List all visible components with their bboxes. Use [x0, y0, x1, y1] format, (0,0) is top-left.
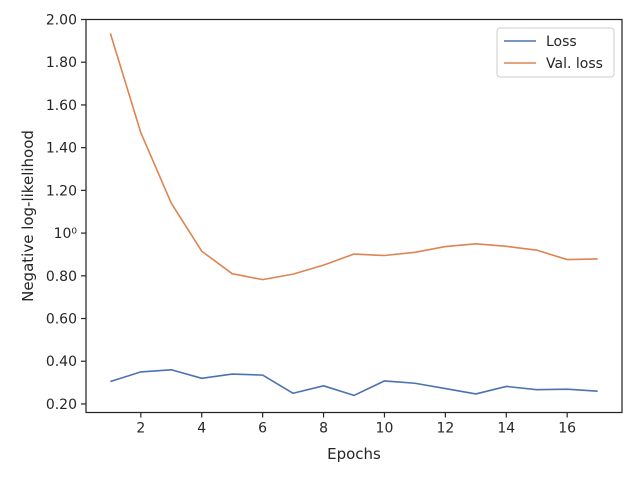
legend-label-loss: Loss [546, 34, 577, 50]
y-axis-label: Negative log-likelihood [19, 130, 37, 302]
y-tick-label: 0.80 [46, 269, 77, 285]
x-axis-label: Epochs [327, 445, 381, 463]
y-tick-label: 0.40 [46, 354, 77, 370]
plot-area [109, 33, 598, 397]
x-tick-label: 6 [258, 421, 267, 437]
y-tick-label: 1.20 [46, 183, 77, 199]
y-tick-label: 1.80 [46, 55, 77, 71]
y-tick-label: 0.60 [46, 312, 77, 328]
plot-frame [85, 18, 623, 414]
x-tick-label: 8 [319, 421, 328, 437]
legend: Loss Val. loss [496, 27, 615, 78]
x-axis: 2 4 6 8 10 12 14 16 [136, 412, 576, 437]
y-tick-label: 10⁰ [54, 226, 78, 242]
x-tick-label: 4 [197, 421, 206, 437]
series-line-val-loss [109, 33, 598, 281]
x-tick-label: 10 [376, 421, 394, 437]
series-line-loss [110, 368, 598, 397]
y-tick-label: 1.60 [46, 98, 77, 114]
y-tick-label: 0.20 [46, 397, 77, 413]
y-axis: 0.20 0.40 0.60 0.80 10⁰ 1.20 1.40 1.60 1.80 2.00 [46, 13, 86, 413]
y-tick-label: 1.40 [46, 141, 77, 157]
x-tick-label: 12 [436, 421, 454, 437]
legend-label-val-loss: Val. loss [546, 56, 603, 72]
x-tick-label: 2 [136, 421, 145, 437]
x-tick-label: 14 [497, 421, 515, 437]
y-tick-label: 2.00 [46, 13, 77, 29]
x-tick-label: 16 [558, 421, 576, 437]
